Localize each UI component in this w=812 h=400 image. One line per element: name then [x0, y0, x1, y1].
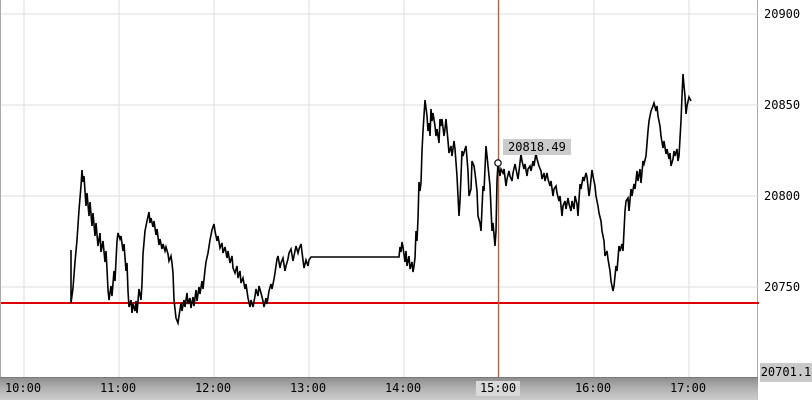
price-tick-label: 20800 — [764, 189, 801, 203]
price-tick-label: 20750 — [764, 280, 801, 294]
time-axis-band: 10:00 11:00 12:00 13:00 14:00 15:00 16:00 17:00 — [0, 377, 758, 400]
crosshair-value-tooltip: 20818.49 — [503, 139, 571, 155]
time-tick-label: 13:00 — [289, 381, 327, 395]
price-axis-min-label: 20701.1 — [760, 363, 812, 382]
time-tick-label: 16:00 — [574, 381, 612, 395]
time-tick-label: 12:00 — [194, 381, 232, 395]
price-line — [70, 73, 692, 327]
time-tick-label: 10:00 — [4, 381, 42, 395]
chart-plot-area[interactable]: 20818.49 — [0, 0, 759, 377]
time-tick-label-highlighted: 15:00 — [475, 381, 521, 396]
price-tick-label: 20850 — [764, 98, 801, 112]
time-tick-label: 14:00 — [384, 381, 422, 395]
time-tick-label: 17:00 — [669, 381, 707, 395]
chart-canvas[interactable] — [1, 0, 759, 377]
crosshair-marker-dot — [494, 159, 502, 167]
price-tick-label: 20900 — [764, 7, 801, 21]
price-axis-labels: 20900 20850 20800 20750 — [764, 0, 812, 377]
time-tick-label: 11:00 — [99, 381, 137, 395]
